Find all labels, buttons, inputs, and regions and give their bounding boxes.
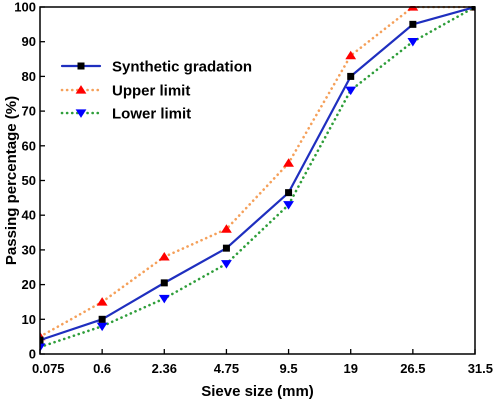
data-point bbox=[285, 189, 293, 197]
x-tick-label: 2.36 bbox=[152, 361, 177, 376]
x-tick-label: 19 bbox=[343, 361, 357, 376]
y-tick-labels: 0 10 20 30 40 50 60 70 80 90 100 bbox=[14, 0, 36, 362]
data-point bbox=[40, 336, 44, 344]
series-synthetic-gradation bbox=[40, 6, 475, 344]
x-tick-labels: 0.075 0.6 2.36 4.75 9.5 19 26.5 31.5 bbox=[32, 361, 493, 376]
y-tick-label: 30 bbox=[22, 242, 36, 257]
x-tick-label: 0.075 bbox=[32, 361, 65, 376]
data-point bbox=[222, 244, 230, 252]
legend-item-lower-limit: Lower limit bbox=[60, 106, 191, 123]
data-point bbox=[345, 50, 357, 60]
legend-item-upper-limit: Upper limit bbox=[60, 83, 190, 100]
axes-layer bbox=[39, 6, 476, 355]
data-point bbox=[347, 72, 355, 80]
legend-marker bbox=[75, 85, 87, 94]
x-axis-title: Sieve size (mm) bbox=[201, 383, 314, 400]
series-line bbox=[40, 6, 475, 342]
data-point bbox=[96, 322, 108, 332]
y-tick-label: 60 bbox=[22, 138, 36, 153]
y-tick-label: 80 bbox=[22, 69, 36, 84]
data-point bbox=[96, 297, 108, 306]
data-point bbox=[409, 20, 417, 28]
data-point bbox=[158, 294, 170, 304]
series-line bbox=[40, 6, 475, 338]
y-tick-label: 10 bbox=[22, 312, 36, 327]
x-tick-label: 9.5 bbox=[280, 361, 298, 376]
y-tick-label: 100 bbox=[14, 0, 36, 15]
data-point bbox=[283, 201, 294, 210]
y-tick-label: 50 bbox=[22, 173, 36, 188]
legend-item-synthetic-gradation: Synthetic gradation bbox=[60, 59, 252, 76]
x-tick-label: 26.5 bbox=[400, 361, 425, 376]
legend-label: Lower limit bbox=[112, 106, 191, 123]
data-point bbox=[221, 224, 232, 233]
data-point bbox=[98, 315, 106, 323]
data-point bbox=[345, 86, 357, 96]
data-point bbox=[407, 38, 419, 47]
y-tick-label: 0 bbox=[29, 347, 36, 362]
legend-label: Upper limit bbox=[112, 83, 190, 100]
series-upper-limit bbox=[40, 6, 475, 341]
y-tick-label: 90 bbox=[22, 34, 36, 49]
legend-label: Synthetic gradation bbox=[112, 59, 252, 76]
x-tick-label: 4.75 bbox=[214, 361, 239, 376]
y-tick-label: 20 bbox=[22, 277, 36, 292]
legend-marker bbox=[77, 62, 85, 70]
x-tick-label: 31.5 bbox=[468, 361, 493, 376]
legend-marker bbox=[75, 109, 87, 118]
data-point bbox=[158, 251, 170, 261]
y-tick-label: 70 bbox=[22, 104, 36, 119]
data-point bbox=[283, 158, 294, 167]
series-line bbox=[40, 6, 475, 349]
data-point bbox=[471, 6, 475, 11]
x-tick-label: 0.6 bbox=[93, 361, 111, 376]
y-axis-title: Passing percentage (%) bbox=[3, 96, 20, 265]
y-tick-label: 40 bbox=[22, 208, 36, 223]
series-layer bbox=[40, 6, 475, 352]
legend: Synthetic gradation Upper limit Lower limi… bbox=[60, 59, 252, 123]
data-point bbox=[40, 343, 46, 352]
data-point bbox=[221, 260, 232, 269]
plot-frame bbox=[39, 6, 476, 355]
data-point bbox=[160, 279, 168, 287]
